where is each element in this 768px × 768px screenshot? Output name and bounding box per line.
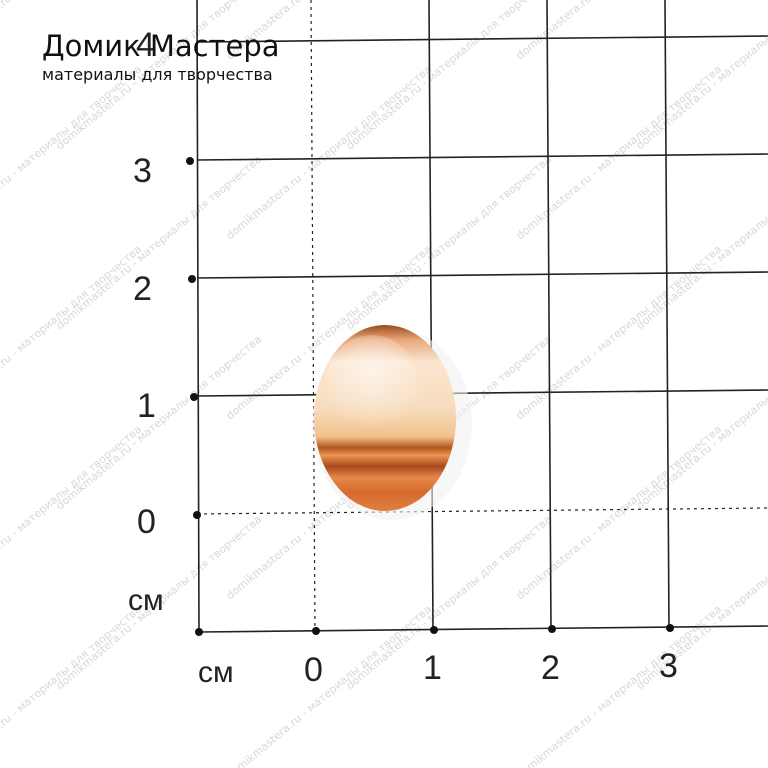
y-unit: см xyxy=(128,584,164,617)
dot xyxy=(548,625,556,633)
dot xyxy=(188,275,196,283)
axis-labels: 4 3 2 1 0 см см 0 1 2 3 xyxy=(128,26,678,689)
zero-line xyxy=(196,507,768,515)
x-unit: см xyxy=(198,656,234,689)
x-label: 3 xyxy=(659,647,678,685)
dot xyxy=(190,393,198,401)
watermark: domikmastera.ru - материалы для творчест… xyxy=(54,153,265,333)
y-label: 2 xyxy=(133,270,152,308)
watermark: domikmastera.ru - материалы для творчест… xyxy=(344,153,555,333)
watermark: domikmastera.ru - материалы для творчест… xyxy=(54,333,265,513)
grid-line xyxy=(196,389,768,397)
watermark: domikmastera.ru - материалы для творчест… xyxy=(0,63,144,243)
dot xyxy=(666,624,674,632)
dot xyxy=(193,511,201,519)
y-label: 4 xyxy=(136,26,155,64)
y-label: 0 xyxy=(137,503,156,541)
zero-line xyxy=(310,0,316,632)
watermark: domikmastera.ru - материалы для творчест… xyxy=(344,0,555,152)
grid-line xyxy=(546,0,552,631)
grid-line xyxy=(196,35,768,43)
grid-line xyxy=(428,0,434,631)
watermark: domikmastera.ru - материалы для творчест… xyxy=(0,423,144,603)
stone-highlight xyxy=(326,335,418,435)
brand-subtitle: материалы для творчества xyxy=(42,65,273,84)
dot xyxy=(195,628,203,636)
grid-line xyxy=(664,0,670,629)
dot xyxy=(430,626,438,634)
watermark: domikmastera.ru - материалы для творчест… xyxy=(0,243,144,423)
brand-title: Домик Мастера xyxy=(42,29,280,63)
watermark: domikmastera.ru - материалы для творчест… xyxy=(0,603,144,768)
dot xyxy=(186,157,194,165)
watermark: domikmastera.ru - материалы для творчест… xyxy=(224,603,435,768)
grid-line xyxy=(196,271,768,279)
grid-line xyxy=(196,0,200,633)
watermark: domikmastera.ru - материалы для творчест… xyxy=(344,513,555,693)
dot xyxy=(312,627,320,635)
grid-line xyxy=(196,153,768,161)
y-label: 1 xyxy=(137,387,156,425)
y-label: 3 xyxy=(133,152,152,190)
x-label: 1 xyxy=(423,649,442,687)
x-label: 2 xyxy=(541,649,560,687)
dots xyxy=(186,157,674,636)
x-label: 0 xyxy=(304,651,323,689)
watermark: domikmastera.ru - материалы для творчест… xyxy=(514,0,725,62)
